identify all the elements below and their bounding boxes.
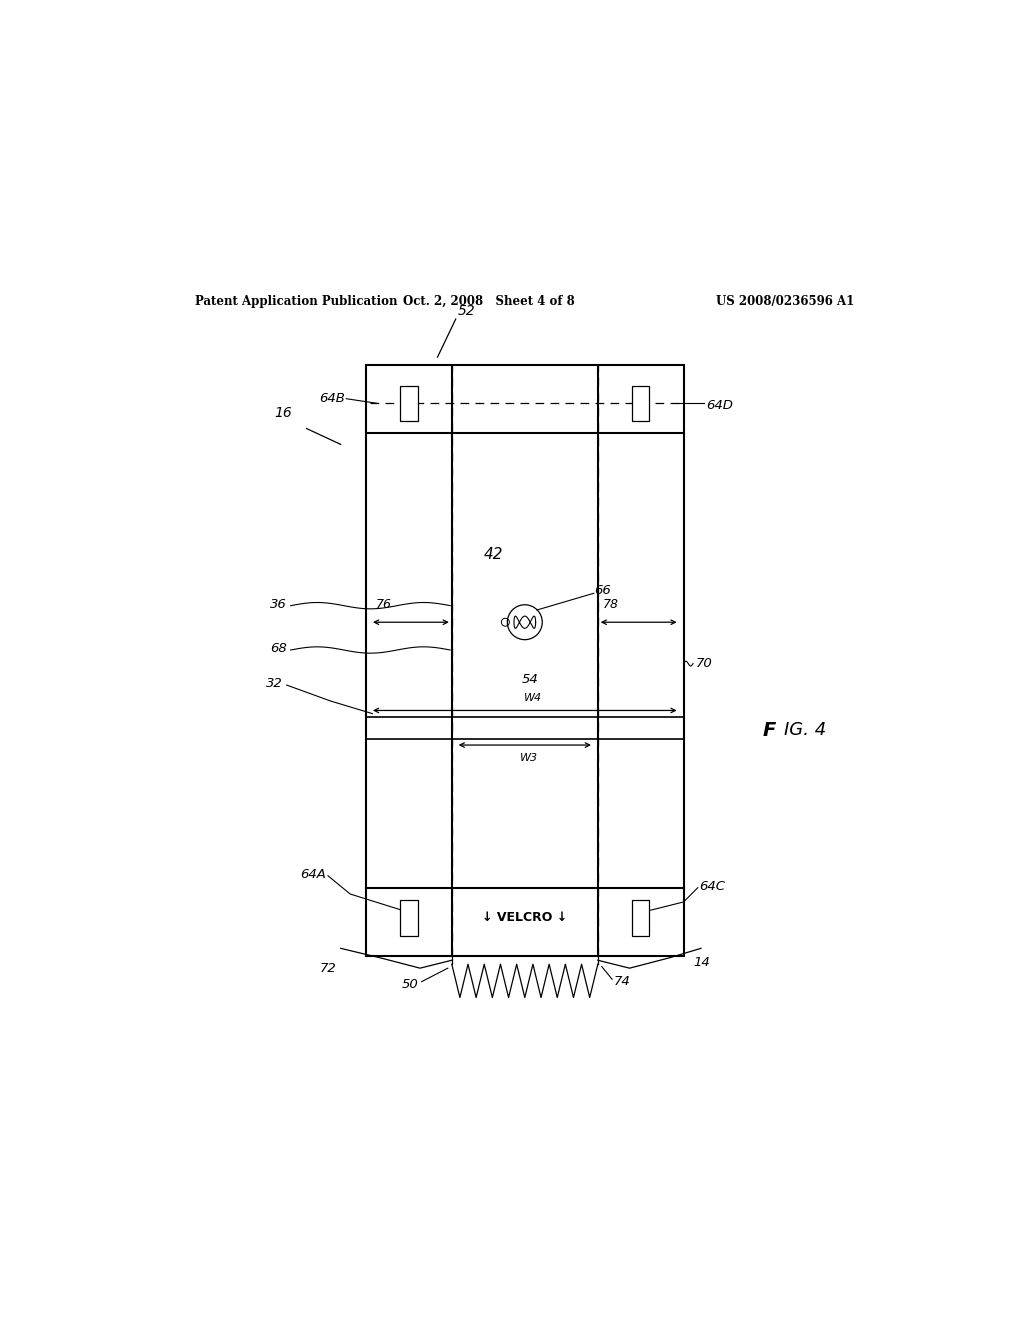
- Text: 50: 50: [401, 978, 419, 990]
- Text: 16: 16: [274, 405, 293, 420]
- Text: 78: 78: [602, 598, 618, 611]
- Bar: [367, 366, 684, 956]
- Text: US 2008/0236596 A1: US 2008/0236596 A1: [716, 296, 854, 308]
- Text: 76: 76: [376, 598, 391, 611]
- Text: Patent Application Publication: Patent Application Publication: [196, 296, 398, 308]
- Text: F: F: [763, 721, 776, 739]
- Text: IG. 4: IG. 4: [783, 721, 825, 739]
- Text: 66: 66: [594, 585, 610, 598]
- Text: 64D: 64D: [706, 399, 733, 412]
- Text: 64A: 64A: [300, 867, 327, 880]
- Bar: [400, 385, 418, 421]
- Bar: [632, 385, 649, 421]
- Text: Oct. 2, 2008   Sheet 4 of 8: Oct. 2, 2008 Sheet 4 of 8: [403, 296, 574, 308]
- Text: W4: W4: [523, 693, 542, 702]
- Text: 64C: 64C: [699, 879, 725, 892]
- Text: 14: 14: [693, 956, 710, 969]
- Text: 32: 32: [266, 677, 283, 690]
- Text: ↓ VELCRO ↓: ↓ VELCRO ↓: [482, 911, 567, 924]
- Bar: [632, 900, 649, 936]
- Text: 64B: 64B: [318, 392, 345, 405]
- Text: 74: 74: [613, 975, 631, 989]
- Text: 72: 72: [319, 962, 337, 974]
- Bar: [400, 900, 418, 936]
- Text: 42: 42: [483, 546, 503, 562]
- Text: 52: 52: [458, 304, 476, 318]
- Text: W3: W3: [520, 752, 538, 763]
- Text: 36: 36: [270, 598, 287, 611]
- Text: 70: 70: [695, 657, 712, 671]
- Text: 54: 54: [521, 673, 539, 686]
- Text: 68: 68: [270, 643, 287, 655]
